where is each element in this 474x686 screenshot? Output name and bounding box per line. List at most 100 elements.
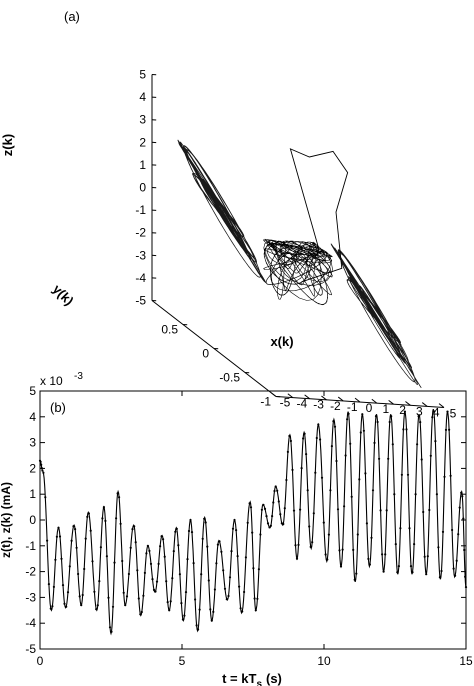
series-marker	[136, 569, 139, 572]
series-marker	[223, 587, 227, 590]
series-marker	[432, 410, 435, 413]
series-marker	[314, 471, 317, 474]
series-marker	[115, 517, 118, 520]
y-axis-label: y(k)	[50, 281, 77, 308]
series-marker	[101, 517, 104, 520]
series-marker	[197, 628, 200, 631]
series-marker	[77, 572, 80, 576]
y-exponent-base: x 10	[40, 374, 63, 388]
panel-a-axes-box	[151, 74, 445, 408]
series-marker	[327, 533, 330, 536]
attractor-trajectory	[177, 139, 422, 389]
series-marker	[127, 572, 130, 576]
series-marker	[203, 517, 206, 520]
x-tick-label: 15	[459, 654, 473, 668]
y-tick-label: 5	[29, 384, 36, 398]
series-marker	[95, 608, 98, 611]
panel-b-x-axis-label: t = kTs (s)	[222, 671, 282, 686]
series-marker	[110, 630, 113, 633]
series-marker	[285, 478, 288, 482]
y-tick-label: 1	[29, 487, 36, 501]
y-tick-label: 4	[29, 410, 36, 424]
series-marker	[263, 507, 267, 510]
series-marker	[444, 428, 448, 431]
series-marker	[236, 555, 239, 558]
series-marker	[463, 548, 466, 552]
series-marker	[339, 565, 343, 568]
series-marker	[187, 529, 191, 533]
z-tick-label: 3	[139, 113, 146, 127]
z-tick-label: -4	[135, 271, 146, 285]
series-marker	[286, 450, 289, 453]
series-marker	[299, 508, 302, 511]
z-axis-label: z(k)	[0, 134, 15, 156]
series-marker	[346, 418, 349, 421]
series-marker	[113, 561, 116, 564]
series-marker	[55, 535, 59, 538]
z-tick-label: 5	[139, 68, 146, 82]
series-marker	[423, 555, 426, 558]
series-marker	[353, 578, 356, 581]
series-marker	[291, 468, 294, 471]
series-marker	[40, 467, 43, 470]
series-marker	[222, 569, 225, 572]
x-axis-label: x(k)	[270, 334, 293, 349]
z-tick-label: 0	[139, 181, 146, 195]
series-marker	[86, 515, 89, 519]
series-marker	[159, 545, 162, 548]
series-line	[39, 408, 467, 636]
series-marker	[390, 415, 393, 418]
panel-b-y-axis-label: z(t), z(k) (mA)	[0, 482, 13, 558]
z-tick-label: -1	[135, 203, 146, 217]
series-marker	[434, 440, 437, 443]
series-marker	[169, 600, 172, 603]
series-marker	[458, 506, 461, 509]
series-marker	[315, 436, 318, 440]
series-marker	[241, 610, 244, 613]
x-tick-label: 3	[416, 404, 423, 418]
series-marker	[49, 607, 52, 610]
series-marker	[228, 576, 232, 579]
series-marker	[238, 585, 241, 588]
series-marker	[162, 538, 165, 541]
series-marker	[213, 588, 216, 591]
series-marker	[218, 540, 221, 543]
series-marker	[448, 428, 451, 431]
panel-b-label: (b)	[50, 400, 66, 415]
series-marker	[400, 473, 403, 476]
series-marker	[279, 513, 282, 516]
x-tick-mark	[354, 397, 361, 403]
series-marker	[227, 594, 230, 598]
y-tick-label: -0.5	[219, 371, 240, 385]
series-marker	[272, 501, 275, 504]
series-marker	[83, 567, 86, 571]
series-marker	[102, 506, 105, 509]
series-marker	[244, 556, 247, 559]
series-marker	[269, 524, 272, 527]
series-marker	[248, 502, 251, 505]
series-marker	[397, 565, 400, 568]
series-marker	[295, 557, 299, 560]
series-marker	[256, 597, 259, 600]
series-marker	[225, 598, 228, 601]
series-marker	[134, 541, 137, 544]
series-marker	[142, 594, 145, 597]
series-marker	[183, 614, 186, 617]
series-marker	[374, 415, 378, 418]
series-marker	[52, 585, 56, 589]
series-marker	[309, 545, 312, 549]
series-marker	[446, 410, 449, 413]
attractor-crossing-strands	[263, 238, 333, 306]
series-marker	[297, 543, 300, 547]
x-tick-mark	[388, 399, 394, 405]
series-marker	[46, 539, 49, 542]
series-marker	[452, 567, 455, 570]
series-marker	[332, 420, 335, 423]
x-tick-label: 5	[179, 654, 186, 668]
series-marker	[235, 529, 238, 532]
series-marker	[171, 577, 174, 580]
series-marker	[184, 591, 188, 594]
x-tick-label: -5	[280, 396, 291, 410]
series-marker	[326, 558, 329, 561]
series-marker	[294, 544, 297, 547]
